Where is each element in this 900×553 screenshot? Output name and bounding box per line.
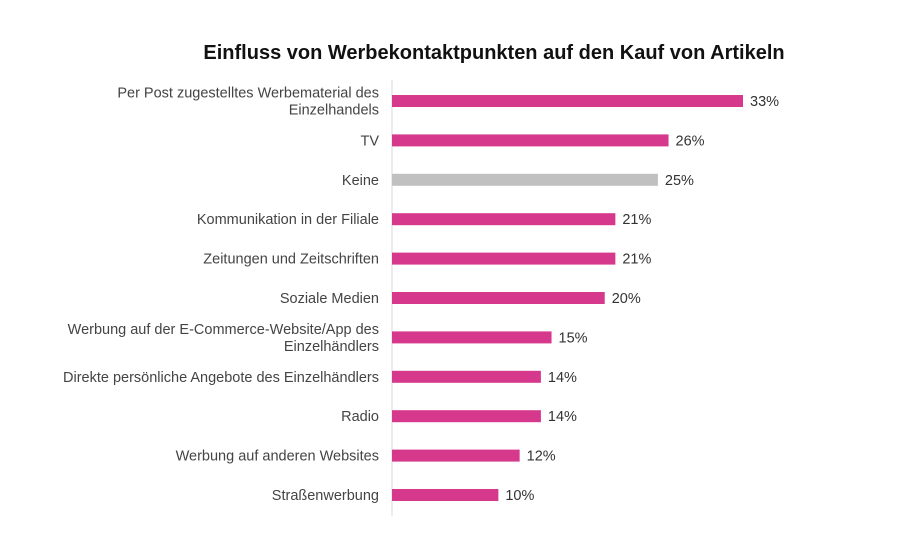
chart-title: Einfluss von Werbekontaktpunkten auf den… — [203, 42, 785, 64]
bar-3 — [392, 213, 616, 226]
value-label-6: 15% — [559, 330, 588, 346]
category-label-2: Keine — [342, 173, 379, 189]
value-label-0: 33% — [750, 94, 779, 110]
category-label-1: TV — [360, 133, 379, 149]
value-label-4: 21% — [622, 252, 651, 268]
category-label-0-line-0: Per Post zugestelltes Werbematerial des — [117, 86, 379, 102]
category-label-8: Radio — [341, 409, 379, 425]
value-labels-group: 33% 26% 25% 21% 21% 20% 15% 14% 14% 12% 10% — [505, 94, 779, 504]
category-label-0-line-1: Einzelhandels — [289, 103, 379, 119]
value-label-7: 14% — [548, 370, 577, 386]
category-label-3: Kommunikation in der Filiale — [197, 212, 379, 228]
value-label-1: 26% — [676, 133, 705, 149]
category-label-10: Straßenwerbung — [272, 488, 379, 504]
value-label-5: 20% — [612, 291, 641, 307]
bars-group — [392, 95, 743, 501]
category-label-6-line-1: Einzelhändlers — [284, 339, 379, 355]
bar-6 — [392, 331, 552, 344]
value-label-2: 25% — [665, 173, 694, 189]
bar-5 — [392, 292, 605, 304]
bar-10 — [392, 489, 499, 501]
category-label-6-line-0: Werbung auf der E-Commerce-Website/App d… — [68, 322, 379, 338]
bar-4 — [392, 252, 616, 265]
bar-0 — [392, 95, 743, 107]
value-label-8: 14% — [548, 409, 577, 425]
category-label-7: Direkte persönliche Angebote des Einzelh… — [63, 370, 379, 386]
bar-7 — [392, 370, 541, 383]
value-label-3: 21% — [622, 212, 651, 228]
bar-1 — [392, 134, 669, 147]
value-label-10: 10% — [505, 488, 534, 504]
bar-9 — [392, 449, 520, 462]
bar-8 — [392, 410, 541, 423]
category-label-5: Soziale Medien — [280, 291, 379, 307]
category-labels-group: Per Post zugestelltes Werbematerial desE… — [63, 86, 379, 505]
bar-2 — [392, 173, 658, 186]
value-label-9: 12% — [527, 449, 556, 465]
category-label-4: Zeitungen und Zeitschriften — [203, 252, 379, 268]
category-label-9: Werbung auf anderen Websites — [176, 449, 379, 465]
